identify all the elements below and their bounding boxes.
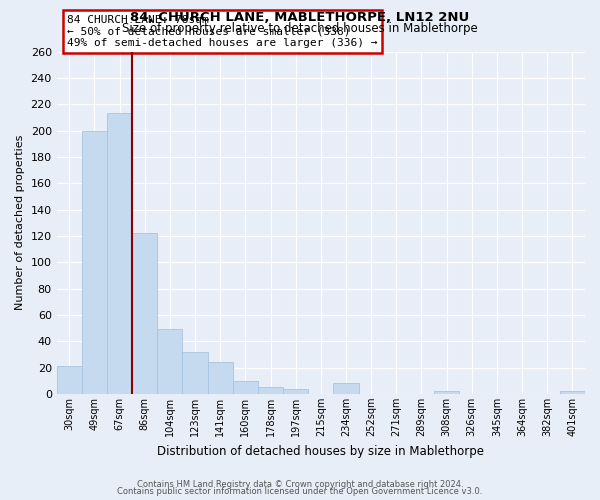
Bar — [56, 366, 82, 394]
Text: 84 CHURCH LANE: 78sqm
← 50% of detached houses are smaller (338)
49% of semi-det: 84 CHURCH LANE: 78sqm ← 50% of detached … — [67, 15, 378, 48]
Text: 84, CHURCH LANE, MABLETHORPE, LN12 2NU: 84, CHURCH LANE, MABLETHORPE, LN12 2NU — [130, 11, 470, 24]
Bar — [132, 233, 157, 394]
Bar — [208, 362, 233, 394]
Text: Contains public sector information licensed under the Open Government Licence v3: Contains public sector information licen… — [118, 487, 482, 496]
Bar — [560, 392, 585, 394]
Bar — [233, 380, 258, 394]
Bar — [434, 392, 459, 394]
X-axis label: Distribution of detached houses by size in Mablethorpe: Distribution of detached houses by size … — [157, 444, 484, 458]
Bar — [182, 352, 208, 394]
Bar — [258, 388, 283, 394]
Bar — [283, 388, 308, 394]
Text: Contains HM Land Registry data © Crown copyright and database right 2024.: Contains HM Land Registry data © Crown c… — [137, 480, 463, 489]
Bar — [107, 114, 132, 394]
Bar — [334, 384, 359, 394]
Text: Size of property relative to detached houses in Mablethorpe: Size of property relative to detached ho… — [122, 22, 478, 35]
Bar — [157, 330, 182, 394]
Bar — [82, 130, 107, 394]
Y-axis label: Number of detached properties: Number of detached properties — [15, 135, 25, 310]
